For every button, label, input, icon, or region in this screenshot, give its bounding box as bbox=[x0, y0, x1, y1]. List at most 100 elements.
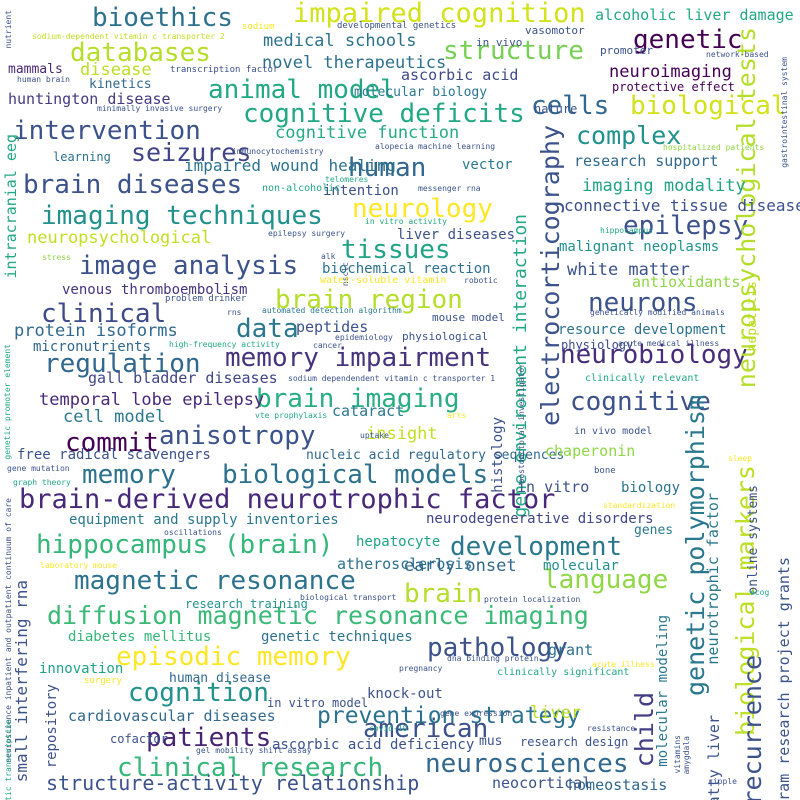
word-child: child bbox=[630, 692, 659, 768]
word-learning: learning bbox=[53, 150, 111, 164]
word-huntington-disease: huntington disease bbox=[8, 90, 171, 108]
word-imaging-modality: imaging modality bbox=[582, 176, 746, 196]
word-neuroimaging: neuroimaging bbox=[609, 62, 732, 82]
word-epidemiology: epidemiology bbox=[335, 333, 393, 342]
word-diabetes-mellitus: diabetes mellitus bbox=[68, 629, 212, 645]
word-grant: grant bbox=[548, 641, 594, 659]
word-brain-region: brain region bbox=[275, 285, 463, 315]
word-malignant-neoplasms: malignant neoplasms bbox=[559, 239, 720, 255]
word-sleep: sleep bbox=[728, 454, 753, 463]
word-ripple: ripple bbox=[708, 777, 737, 786]
word-regulation: regulation bbox=[44, 349, 201, 379]
word-genetic-promoter-element: genetic promoter element bbox=[3, 344, 12, 460]
word-cardiovascular-diseases: cardiovascular diseases bbox=[68, 707, 276, 725]
word-surgery: surgery bbox=[84, 676, 122, 686]
word-animal-model: animal model bbox=[208, 75, 396, 105]
word-electrocorticography: electrocorticography bbox=[536, 125, 565, 427]
word-vitamins: vitamins bbox=[673, 735, 682, 774]
word-alcoholic-liver-damage: alcoholic liver damage bbox=[595, 6, 794, 24]
word-neurodegenerative-disorders: neurodegenerative disorders bbox=[426, 511, 654, 527]
word-neurosciences: neurosciences bbox=[425, 749, 629, 779]
word-in-vivo-model: in vivo model bbox=[574, 426, 653, 437]
word-sodium: sodium bbox=[242, 22, 275, 32]
word-vte-prophylaxis: vte prophylaxis bbox=[255, 411, 328, 420]
word-nature: nature bbox=[534, 102, 578, 116]
word-human-brain: human brain bbox=[17, 75, 70, 84]
word-brain-derived-neurotrophic-factor: brain-derived neurotrophic factor bbox=[19, 484, 556, 515]
word-antioxidants: antioxidants bbox=[632, 273, 741, 291]
word-physiology: physiology bbox=[561, 338, 634, 352]
word-magnetic-resonance: magnetic resonance bbox=[74, 566, 356, 596]
word-genes: genes bbox=[634, 523, 674, 538]
word-human: human bbox=[348, 153, 427, 183]
word-small-interfering-rna: small interfering rna bbox=[12, 580, 31, 783]
word-structure: structure bbox=[443, 36, 584, 66]
word-minimally-invasive-surgery: minimally invasive surgery bbox=[97, 104, 223, 113]
word-clinical-research: clinical research bbox=[117, 753, 384, 783]
word-bioethics: bioethics bbox=[92, 3, 233, 33]
word-resource-development: resource development bbox=[558, 322, 727, 338]
word-image-analysis: image analysis bbox=[79, 251, 299, 281]
word-program-research-project-grants: program research project grants bbox=[775, 557, 793, 800]
word-equipment-and-supply-inventories: equipment and supply inventories bbox=[69, 512, 339, 528]
word-oscillations: oscillations bbox=[164, 528, 222, 537]
word-acute-illness: acute illness bbox=[592, 660, 655, 669]
word-standardization: standardization bbox=[603, 501, 676, 510]
word-epilepsy-surgery: epilepsy surgery bbox=[268, 229, 346, 238]
word-arts: arts bbox=[447, 411, 467, 420]
word-bone: bone bbox=[594, 466, 616, 476]
word-intention: intention bbox=[323, 183, 399, 199]
word-repository: repository bbox=[44, 684, 60, 769]
word-data: data bbox=[236, 314, 299, 344]
word-protein-isoforms: protein isoforms bbox=[14, 321, 178, 341]
word-research-support: research support bbox=[574, 152, 719, 170]
word-automated-detection-algorithm: automated detection algorithm bbox=[262, 306, 402, 315]
word-diffusion-magnetic-resonance-imaging: diffusion magnetic resonance imaging bbox=[47, 601, 589, 630]
word-cataract: cataract bbox=[332, 402, 405, 420]
word-immunocytochemistry: immunocytochemistry bbox=[232, 147, 324, 156]
word-recurrence: recurrence bbox=[738, 655, 767, 800]
word-water-soluble-vitamin: water-soluble vitamin bbox=[320, 275, 447, 286]
word-in-vivo: in vivo bbox=[476, 36, 523, 49]
word-research-training: research training bbox=[185, 597, 308, 611]
word-physiological: physiological bbox=[402, 330, 489, 343]
word-vector: vector bbox=[462, 157, 513, 173]
word-tissues: tissues bbox=[341, 235, 451, 265]
word-vasomotor: vasomotor bbox=[525, 24, 585, 37]
word-structure-activity-relationship: structure-activity relationship bbox=[46, 771, 420, 795]
word-histology: histology bbox=[490, 417, 506, 493]
word-graph-theory: graph theory bbox=[13, 478, 71, 487]
word-medical-schools: medical schools bbox=[263, 31, 417, 51]
word-acute-medical-illness: acute medical illness bbox=[618, 339, 720, 348]
word-pregnancy: pregnancy bbox=[399, 664, 443, 673]
word-ascorbic-acid-deficiency: ascorbic acid deficiency bbox=[272, 737, 475, 753]
word-episodic-memory: episodic memory bbox=[116, 642, 351, 672]
word-stress: stress bbox=[42, 253, 71, 262]
word-protective-effect: protective effect bbox=[612, 80, 735, 94]
word-mammals: mammals bbox=[8, 62, 63, 77]
word-databases: databases bbox=[70, 38, 211, 68]
word-genetic-techniques: genetic techniques bbox=[261, 629, 413, 645]
word-homeostasis: homeostasis bbox=[568, 776, 668, 794]
word-in-vitro: in vitro bbox=[517, 478, 590, 496]
word-sodium-dependendent-vitamin-c-transporter-1: sodium dependendent vitamin c transporte… bbox=[288, 374, 496, 383]
word-brain-diseases: brain diseases bbox=[23, 170, 243, 200]
word-commit: commit bbox=[65, 428, 159, 458]
word-neocortical: neocortical bbox=[492, 774, 592, 792]
word-uptake: uptake bbox=[360, 431, 389, 440]
word-cognition: cognition bbox=[128, 678, 269, 708]
word-liver-diseases: liver diseases bbox=[397, 227, 516, 243]
word-hippocampus-brain: hippocampus (brain) bbox=[36, 530, 334, 560]
word-insight: insight bbox=[366, 424, 438, 444]
word-hepatitis: hepatitis bbox=[745, 281, 760, 352]
word-amygdala: amygdala bbox=[682, 736, 691, 775]
word-biochemical-reaction: biochemical reaction bbox=[322, 261, 491, 277]
word-genetically-modified-animals: genetically modified animals bbox=[590, 308, 725, 317]
word-anisotropy: anisotropy bbox=[159, 421, 316, 451]
word-liver: liver bbox=[530, 703, 582, 723]
word-neurons: neurons bbox=[588, 288, 698, 318]
word-high-frequency-activity: high-frequency activity bbox=[169, 340, 280, 349]
word-intracranial-eeg: intracranial eeg bbox=[2, 134, 20, 279]
word-developmental-genetics: developmental genetics bbox=[337, 21, 457, 31]
word-cells: cells bbox=[531, 91, 610, 121]
